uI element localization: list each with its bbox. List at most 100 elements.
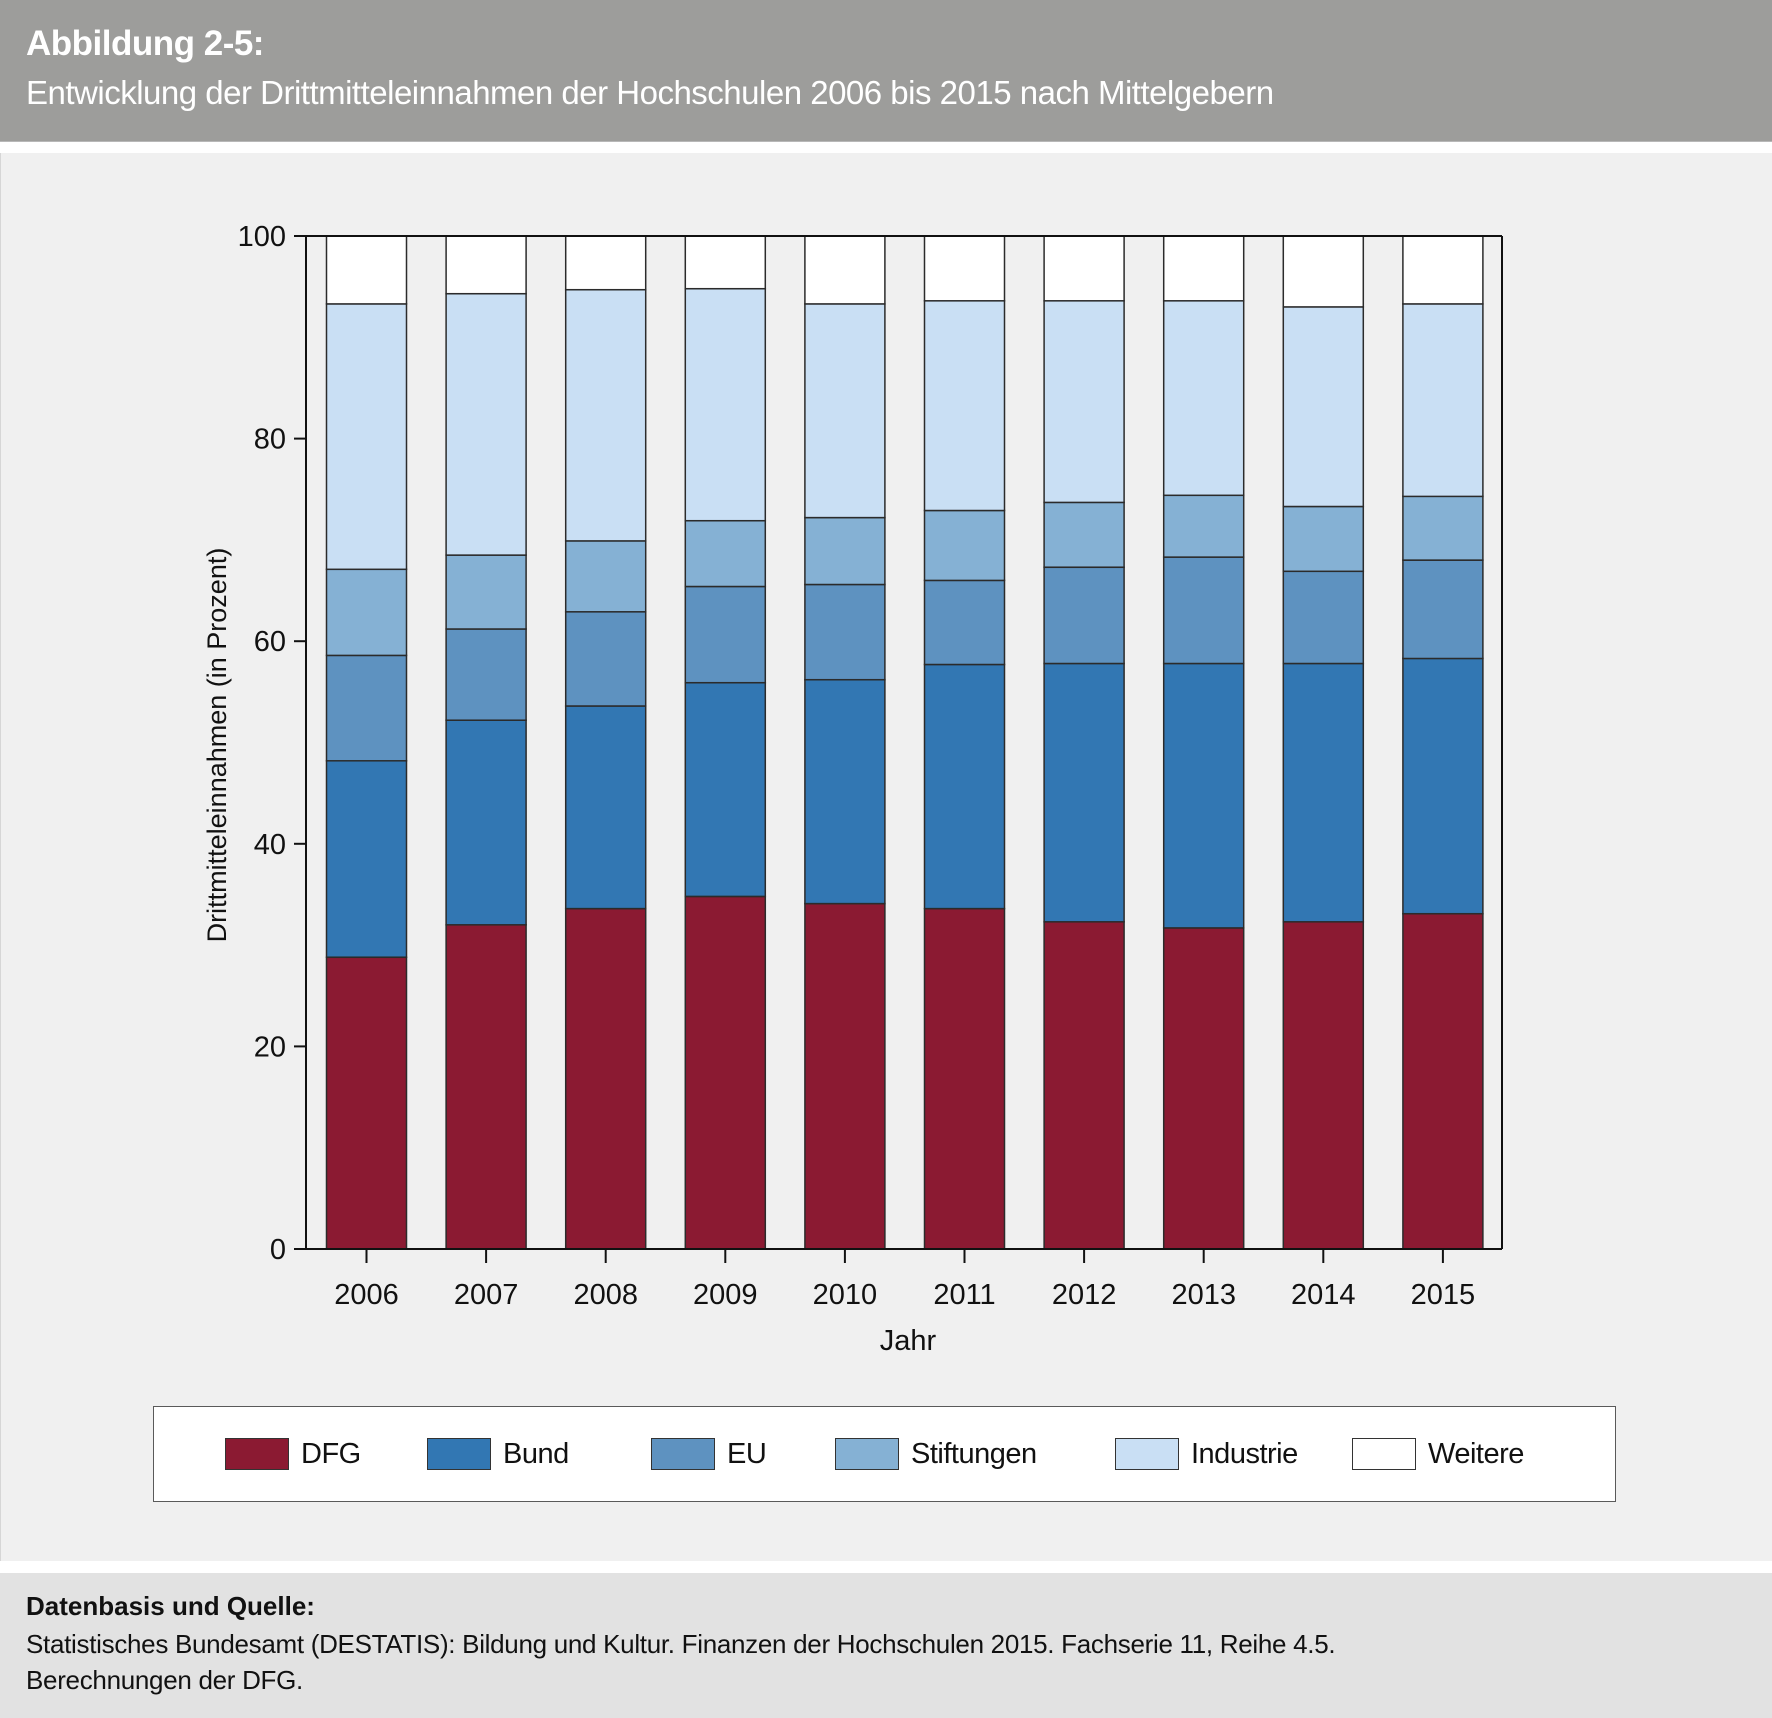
x-tick-label: 2013	[1171, 1279, 1236, 1311]
bar-segment-bund-2013	[1162, 662, 1245, 929]
bar-segment-industrie-2009	[684, 287, 767, 522]
bar-segment-weitere-2011	[923, 235, 1006, 302]
bar-segment-bund-2011	[923, 663, 1006, 910]
bar-segment-dfg-2009	[684, 895, 767, 1250]
bar-segment-bund-2010	[804, 678, 886, 905]
legend-item-industrie: Industrie	[1115, 1437, 1298, 1471]
x-tick-label: 2012	[1052, 1279, 1117, 1311]
bar-segment-industrie-2010	[804, 303, 886, 519]
bar-segment-weitere-2007	[445, 235, 527, 295]
legend-label: DFG	[301, 1437, 361, 1470]
bar-segment-weitere-2008	[564, 235, 647, 291]
legend-swatch	[835, 1438, 899, 1470]
bar-segment-eu-2014	[1282, 570, 1365, 665]
x-tick-label: 2015	[1411, 1279, 1476, 1311]
bar-segment-eu-2006	[325, 654, 408, 762]
bar-segment-dfg-2010	[804, 902, 886, 1250]
bar-segment-stiftungen-2009	[684, 519, 767, 588]
x-tick-label: 2011	[933, 1279, 995, 1311]
bar-segment-weitere-2013	[1162, 235, 1245, 302]
figure-header: Abbildung 2-5: Entwicklung der Drittmitt…	[0, 0, 1772, 142]
source-line: Statistisches Bundesamt (DESTATIS): Bild…	[26, 1629, 1336, 1659]
bar-segment-bund-2014	[1282, 662, 1365, 923]
bar-segment-bund-2007	[445, 719, 527, 926]
bar-segment-stiftungen-2011	[923, 509, 1006, 582]
legend-swatch	[1115, 1438, 1179, 1470]
y-tick-label: 40	[254, 829, 286, 861]
bar-segment-eu-2015	[1402, 559, 1484, 660]
bar-segment-eu-2009	[684, 585, 767, 684]
x-tick-label: 2006	[334, 1279, 399, 1311]
bar-segment-dfg-2014	[1282, 921, 1365, 1250]
bar-segment-stiftungen-2012	[1043, 501, 1125, 568]
bar-segment-eu-2011	[923, 579, 1006, 666]
bar-segment-stiftungen-2010	[804, 516, 886, 586]
bar-segment-dfg-2011	[923, 907, 1006, 1250]
legend-swatch	[427, 1438, 491, 1470]
legend-swatch	[1352, 1438, 1416, 1470]
stacked-bar-chart: 0 20 40 60 80 100 2006 2007 2008 2009 2010 2011 2012…	[202, 221, 1503, 1357]
legend-label: EU	[727, 1437, 767, 1470]
bar-segment-eu-2013	[1162, 556, 1245, 665]
bar-segment-bund-2012	[1043, 662, 1125, 923]
x-tick-label: 2009	[693, 1279, 758, 1311]
x-tick-label: 2008	[573, 1279, 638, 1311]
bars-group	[325, 235, 1484, 1250]
legend-swatch	[225, 1438, 289, 1470]
y-tick-label: 60	[254, 626, 286, 658]
x-axis-label: Jahr	[880, 1325, 937, 1357]
bar-segment-stiftungen-2008	[564, 540, 647, 613]
axes-group: 0 20 40 60 80 100 2006 2007 2008 2009 2010 2011 2012…	[238, 221, 1503, 1311]
x-tick-label: 2014	[1291, 1279, 1356, 1311]
bar-segment-dfg-2012	[1043, 921, 1125, 1250]
bar-segment-stiftungen-2007	[445, 554, 527, 630]
bar-segment-dfg-2007	[445, 924, 527, 1250]
bar-segment-weitere-2012	[1043, 235, 1125, 302]
bar-segment-eu-2007	[445, 628, 527, 721]
bar-segment-weitere-2015	[1402, 235, 1484, 305]
source-title: Datenbasis und Quelle:	[26, 1591, 315, 1621]
bar-segment-dfg-2013	[1162, 927, 1245, 1250]
legend-item-stiftungen: Stiftungen	[835, 1437, 1037, 1471]
source-footer: Datenbasis und Quelle: Statistisches Bun…	[0, 1573, 1772, 1718]
bar-segment-bund-2006	[325, 759, 408, 958]
legend-label: Weitere	[1428, 1437, 1524, 1470]
bar-segment-industrie-2006	[325, 303, 408, 571]
bar-segment-eu-2010	[804, 583, 886, 681]
bar-segment-industrie-2007	[445, 292, 527, 556]
chart-legend: DFG Bund EU Stiftungen Industrie Weitere	[153, 1406, 1616, 1502]
bar-segment-bund-2015	[1402, 657, 1484, 915]
bar-segment-industrie-2015	[1402, 303, 1484, 498]
x-tick-label: 2007	[454, 1279, 519, 1311]
bar-segment-bund-2009	[684, 681, 767, 898]
bar-segment-industrie-2014	[1282, 306, 1365, 508]
source-line: Berechnungen der DFG.	[26, 1665, 303, 1695]
legend-item-weitere: Weitere	[1352, 1437, 1524, 1471]
legend-swatch	[651, 1438, 715, 1470]
bar-segment-industrie-2012	[1043, 300, 1125, 504]
bar-segment-industrie-2008	[564, 288, 647, 542]
bar-segment-dfg-2008	[564, 907, 647, 1250]
legend-item-bund: Bund	[427, 1437, 569, 1471]
legend-item-eu: EU	[651, 1437, 767, 1471]
bar-segment-weitere-2010	[804, 235, 886, 305]
x-tick-label: 2010	[813, 1279, 878, 1311]
bar-segment-eu-2012	[1043, 566, 1125, 665]
y-tick-label: 80	[254, 424, 286, 456]
bar-segment-dfg-2006	[325, 956, 408, 1250]
bar-segment-industrie-2013	[1162, 300, 1245, 497]
legend-label: Industrie	[1191, 1437, 1298, 1470]
legend-label: Stiftungen	[911, 1437, 1037, 1470]
bar-segment-weitere-2009	[684, 235, 767, 290]
figure-title: Entwicklung der Drittmitteleinnahmen der…	[26, 74, 1274, 111]
bar-segment-stiftungen-2014	[1282, 505, 1365, 573]
bar-segment-stiftungen-2015	[1402, 495, 1484, 561]
bar-segment-weitere-2006	[325, 235, 408, 305]
bar-segment-weitere-2014	[1282, 235, 1365, 308]
bar-segment-industrie-2011	[923, 300, 1006, 512]
bar-segment-bund-2008	[564, 705, 647, 910]
bar-segment-dfg-2015	[1402, 912, 1484, 1250]
bar-segment-eu-2008	[564, 611, 647, 707]
legend-label: Bund	[503, 1437, 569, 1470]
y-tick-label: 100	[238, 221, 286, 253]
